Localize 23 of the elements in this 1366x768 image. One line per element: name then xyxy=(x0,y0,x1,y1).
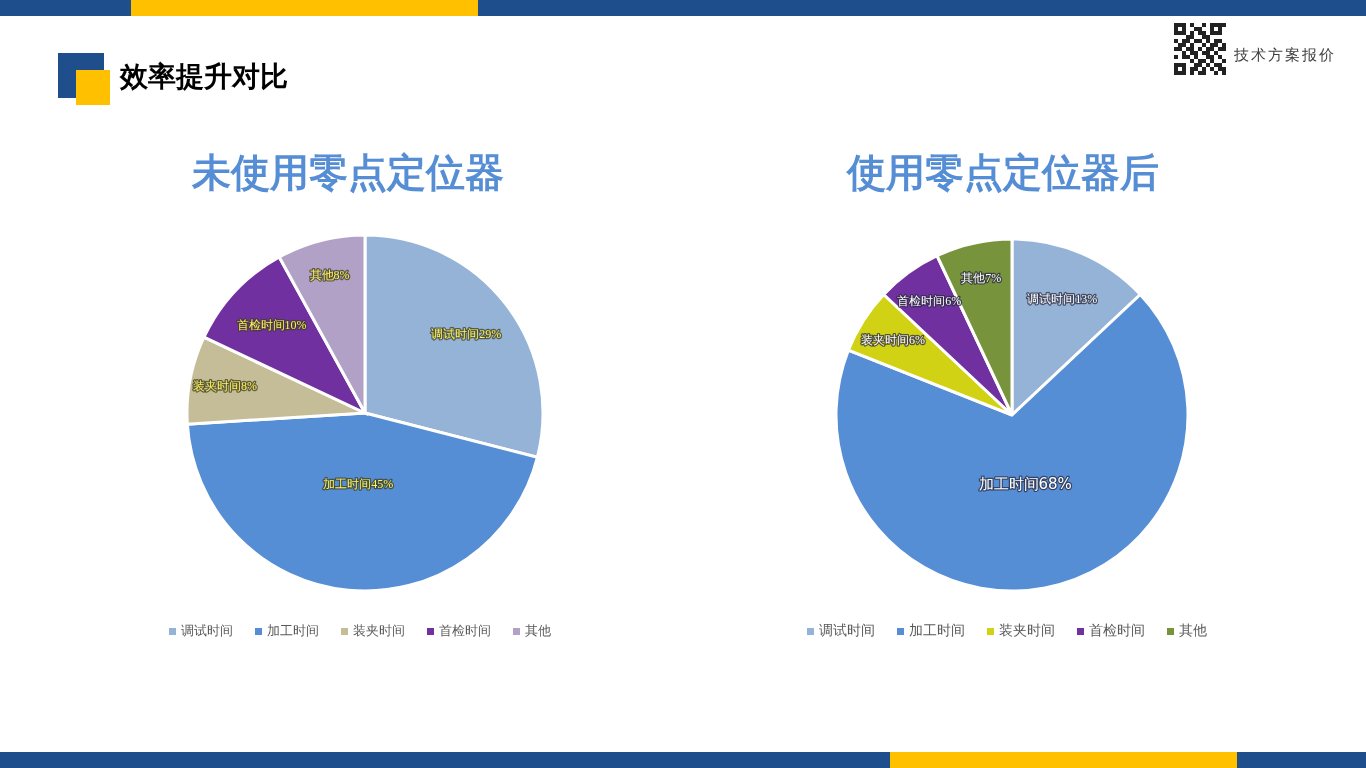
legend-label: 首检时间 xyxy=(439,622,491,640)
data-label: 其他7% xyxy=(961,270,1002,285)
legend-label: 首检时间 xyxy=(1089,622,1145,640)
legend-label: 调试时间 xyxy=(181,622,233,640)
data-label: 加工时间68% xyxy=(978,475,1072,494)
data-label: 调试时间13% xyxy=(1027,291,1098,306)
data-label: 加工时间45% xyxy=(323,476,394,491)
legend-label: 加工时间 xyxy=(267,622,319,640)
text: 技术方案报价 xyxy=(1234,46,1336,65)
legend-label: 其他 xyxy=(1179,622,1207,640)
data-label: 首检时间10% xyxy=(236,318,307,333)
legend-label: 调试时间 xyxy=(819,622,875,640)
legend-label: 装夹时间 xyxy=(353,622,405,640)
data-label: 装夹时间8% xyxy=(193,379,258,394)
legend-label: 加工时间 xyxy=(909,622,965,640)
data-label: 调试时间29% xyxy=(431,327,502,342)
chart-title: 使用零点定位器后 xyxy=(845,149,1160,197)
legend-label: 装夹时间 xyxy=(999,622,1055,640)
legend-label: 其他 xyxy=(525,622,551,640)
text: 效率提升对比 xyxy=(120,59,288,95)
data-label: 其他8% xyxy=(309,268,350,283)
data-label: 装夹时间6% xyxy=(861,332,926,347)
chart-title: 未使用零点定位器 xyxy=(191,149,505,197)
